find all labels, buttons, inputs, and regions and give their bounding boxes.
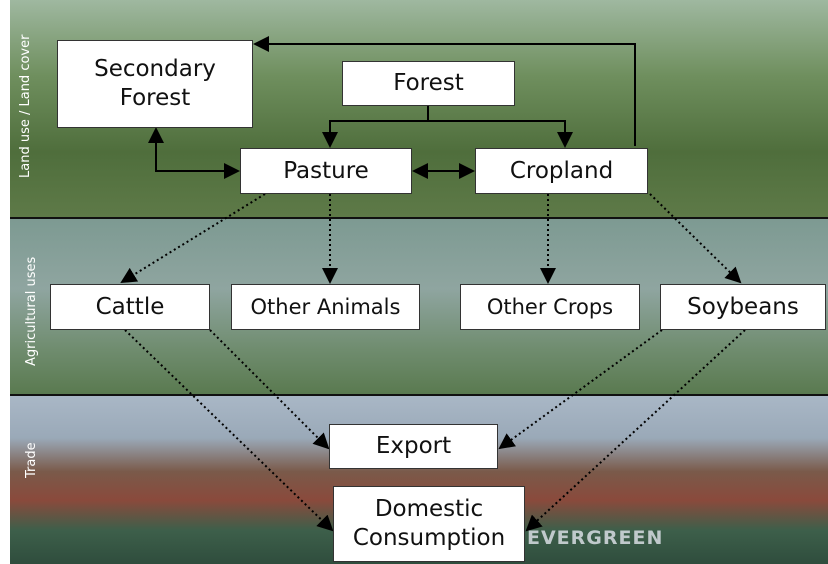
node-box: Cropland	[475, 148, 648, 194]
separator	[10, 394, 828, 396]
arrow	[498, 329, 663, 450]
node-box: Secondary Forest	[57, 40, 253, 128]
node-box: Export	[329, 424, 498, 469]
arrow	[253, 36, 636, 146]
arrow	[209, 329, 330, 450]
arrow	[148, 127, 240, 179]
node-box: Other Crops	[460, 284, 640, 330]
arrow	[322, 105, 429, 148]
arrow	[649, 193, 742, 284]
ship-text: EVERGREEN	[527, 527, 664, 549]
arrow	[124, 329, 334, 532]
node-box: Domestic Consumption	[333, 486, 525, 562]
node-box: Forest	[342, 61, 515, 106]
node-box: Pasture	[240, 148, 412, 194]
node-box: Cattle	[50, 284, 210, 330]
node-box: Other Animals	[231, 284, 420, 330]
separator	[10, 217, 828, 219]
node-box: Soybeans	[660, 284, 826, 330]
arrow	[525, 329, 746, 532]
arrow	[120, 193, 266, 284]
arrow	[428, 120, 573, 148]
